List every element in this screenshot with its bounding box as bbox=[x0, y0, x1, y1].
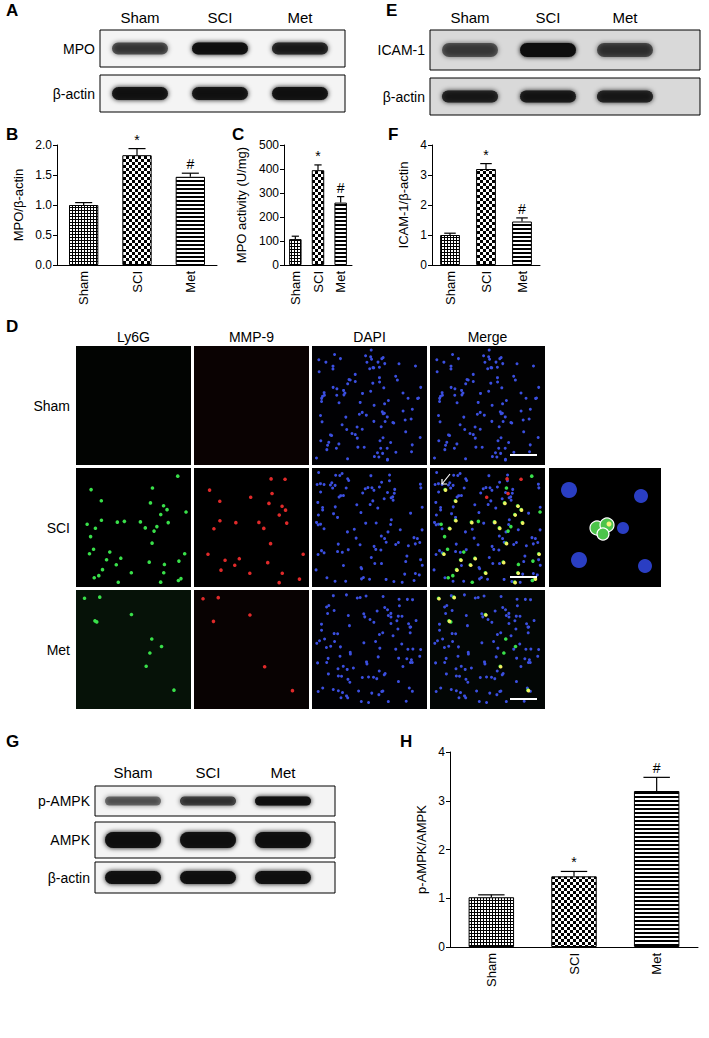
svg-text:200: 200 bbox=[259, 210, 279, 224]
svg-text:0: 0 bbox=[272, 258, 279, 272]
svg-text:SCI: SCI bbox=[311, 271, 326, 293]
svg-text:Met: Met bbox=[649, 953, 664, 975]
svg-text:500: 500 bbox=[259, 138, 279, 152]
svg-text:SCI: SCI bbox=[47, 520, 70, 536]
svg-text:p-AMPK/AMPK: p-AMPK/AMPK bbox=[414, 805, 429, 894]
svg-text:1.5: 1.5 bbox=[35, 168, 52, 182]
svg-text:A: A bbox=[6, 1, 18, 20]
svg-text:Sham: Sham bbox=[450, 9, 489, 26]
svg-text:*: * bbox=[315, 148, 321, 164]
svg-text:MMP-9: MMP-9 bbox=[229, 329, 274, 345]
svg-text:0: 0 bbox=[438, 940, 445, 954]
svg-text:Met: Met bbox=[515, 271, 530, 293]
svg-text:2.0: 2.0 bbox=[35, 138, 52, 152]
svg-text:Met: Met bbox=[612, 9, 638, 26]
svg-text:3: 3 bbox=[438, 794, 445, 808]
svg-text:Sham: Sham bbox=[288, 271, 303, 305]
svg-text:Met: Met bbox=[47, 642, 70, 658]
svg-text:1: 1 bbox=[438, 891, 445, 905]
svg-text:Merge: Merge bbox=[468, 329, 508, 345]
svg-text:Sham: Sham bbox=[443, 271, 458, 305]
svg-text:#: # bbox=[518, 201, 526, 217]
svg-text:SCI: SCI bbox=[535, 9, 560, 26]
svg-text:E: E bbox=[386, 1, 397, 20]
svg-text:0.0: 0.0 bbox=[35, 258, 52, 272]
svg-text:G: G bbox=[6, 732, 19, 751]
svg-text:Met: Met bbox=[287, 9, 313, 26]
svg-text:p-AMPK: p-AMPK bbox=[38, 793, 91, 809]
svg-text:Ly6G: Ly6G bbox=[117, 329, 150, 345]
svg-text:2: 2 bbox=[420, 198, 427, 212]
svg-text:Sham: Sham bbox=[33, 398, 70, 414]
svg-text:DAPI: DAPI bbox=[353, 329, 386, 345]
svg-text:Met: Met bbox=[183, 271, 198, 293]
svg-text:F: F bbox=[388, 125, 398, 144]
svg-text:*: * bbox=[483, 147, 489, 163]
svg-text:SCI: SCI bbox=[567, 953, 582, 975]
svg-text:MPO: MPO bbox=[63, 41, 95, 57]
svg-text:*: * bbox=[571, 854, 577, 870]
svg-text:Sham: Sham bbox=[76, 271, 91, 305]
svg-text:#: # bbox=[186, 156, 194, 172]
svg-text:β-actin: β-actin bbox=[48, 870, 90, 886]
svg-text:MPO activity (U/mg): MPO activity (U/mg) bbox=[234, 147, 249, 263]
svg-text:SCI: SCI bbox=[195, 764, 220, 781]
svg-text:Met: Met bbox=[333, 271, 348, 293]
svg-text:1.0: 1.0 bbox=[35, 198, 52, 212]
svg-text:β-actin: β-actin bbox=[53, 86, 95, 102]
svg-text:1: 1 bbox=[420, 228, 427, 242]
svg-text:β-actin: β-actin bbox=[383, 89, 425, 105]
svg-text:*: * bbox=[134, 132, 140, 148]
svg-text:400: 400 bbox=[259, 162, 279, 176]
svg-text:ICAM-1/β-actin: ICAM-1/β-actin bbox=[396, 162, 411, 249]
svg-text:Sham: Sham bbox=[113, 764, 152, 781]
svg-text:#: # bbox=[653, 760, 661, 776]
svg-text:0: 0 bbox=[420, 258, 427, 272]
svg-text:#: # bbox=[337, 180, 345, 196]
svg-text:Sham: Sham bbox=[484, 953, 499, 987]
svg-text:300: 300 bbox=[259, 186, 279, 200]
svg-text:SCI: SCI bbox=[479, 271, 494, 293]
svg-text:3: 3 bbox=[420, 168, 427, 182]
svg-text:SCI: SCI bbox=[130, 271, 145, 293]
svg-text:SCI: SCI bbox=[207, 9, 232, 26]
svg-text:0.5: 0.5 bbox=[35, 228, 52, 242]
svg-text:ICAM-1: ICAM-1 bbox=[378, 42, 426, 58]
svg-text:B: B bbox=[6, 125, 18, 144]
svg-text:AMPK: AMPK bbox=[50, 832, 90, 848]
svg-text:2: 2 bbox=[438, 843, 445, 857]
svg-text:Sham: Sham bbox=[120, 9, 159, 26]
svg-text:100: 100 bbox=[259, 234, 279, 248]
svg-text:4: 4 bbox=[438, 745, 445, 759]
svg-text:Met: Met bbox=[270, 764, 296, 781]
svg-text:4: 4 bbox=[420, 138, 427, 152]
svg-text:C: C bbox=[232, 125, 244, 144]
svg-text:D: D bbox=[6, 317, 18, 336]
svg-text:MPO/β-actin: MPO/β-actin bbox=[11, 169, 26, 242]
svg-text:H: H bbox=[400, 732, 412, 751]
